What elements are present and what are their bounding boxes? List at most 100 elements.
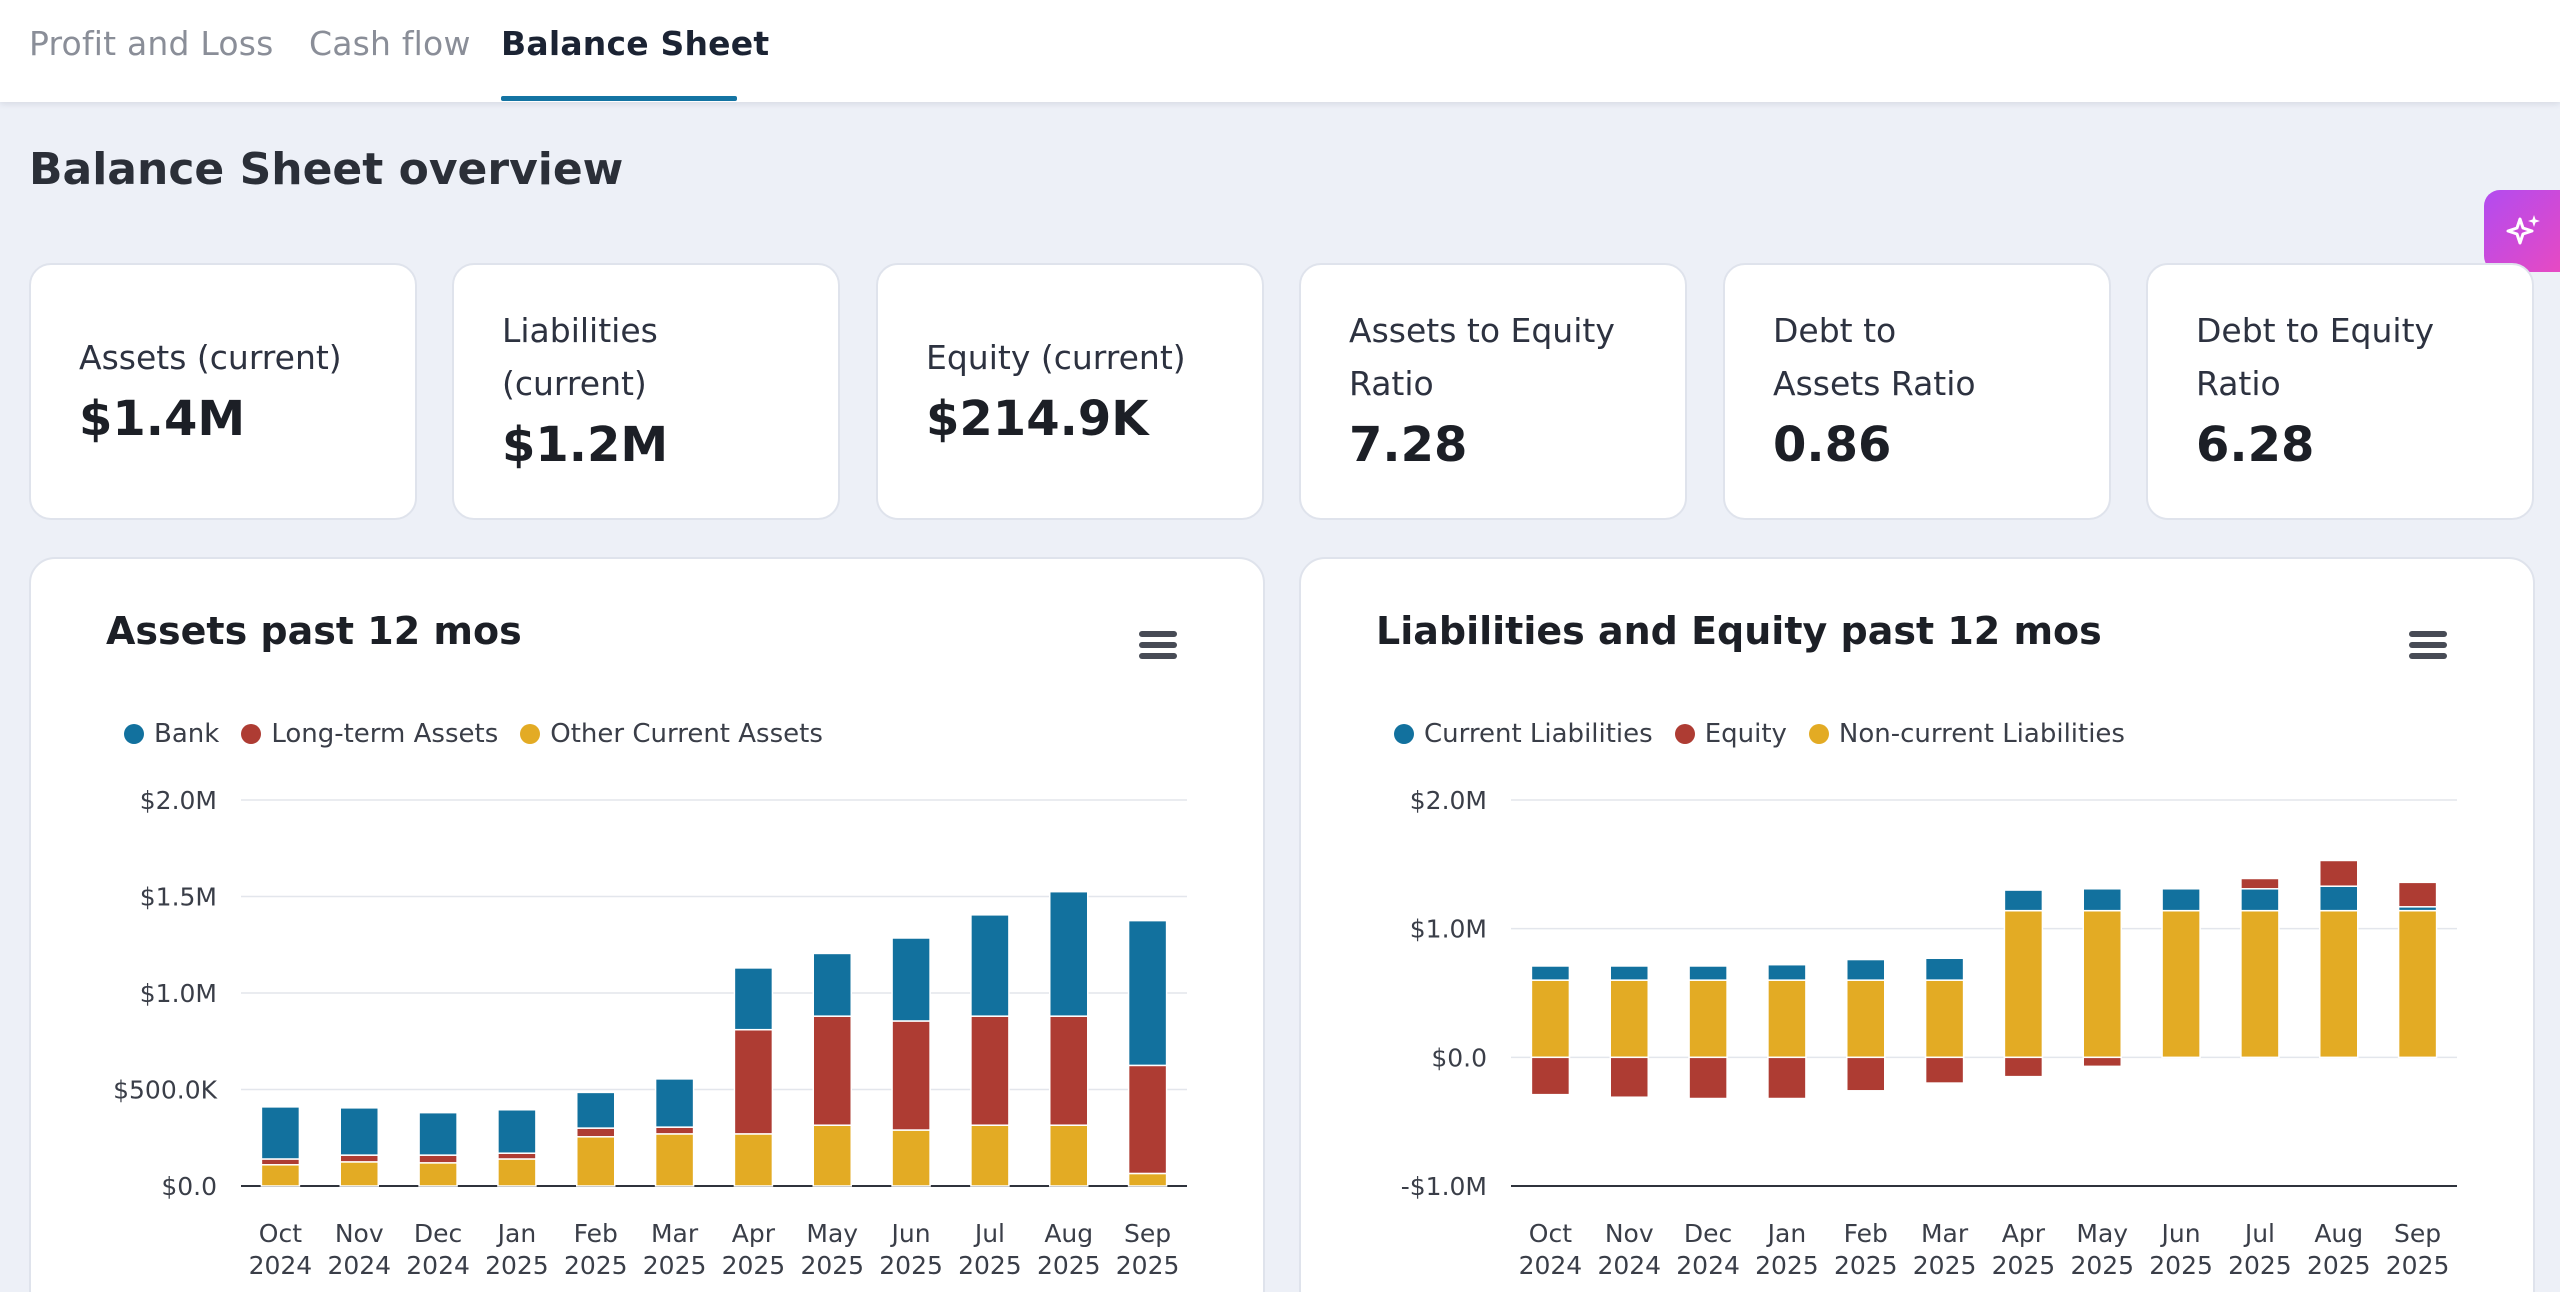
y-tick-label: $0.0: [1431, 1043, 1487, 1072]
kpi-value: 0.86: [1773, 417, 1892, 473]
bar-segment: [891, 1020, 931, 1131]
tab-profit-and-loss[interactable]: Profit and Loss: [29, 24, 274, 63]
y-tick-label: $2.0M: [140, 786, 217, 815]
y-tick-label: -$1.0M: [1401, 1172, 1487, 1201]
bar-segment: [1530, 979, 1571, 1059]
x-tick-month: Feb: [574, 1219, 618, 1248]
bar-segment: [2161, 909, 2201, 1059]
kpi-card-debt-to-assets: Debt to Assets Ratio 0.86: [1723, 263, 2111, 520]
kpi-value: $1.2M: [502, 417, 669, 473]
legend-item-current-liabilities[interactable]: Current Liabilities: [1394, 719, 1653, 749]
x-tick-year: 2025: [2386, 1251, 2450, 1280]
page-title: Balance Sheet overview: [29, 144, 624, 195]
bar-segment: [576, 1127, 616, 1138]
y-tick-label: $2.0M: [1410, 786, 1487, 815]
x-tick-year: 2025: [564, 1251, 628, 1280]
bar-segment: [339, 1161, 379, 1187]
bar-segment: [1049, 1124, 1089, 1187]
bar-segment: [812, 952, 852, 1017]
sparkle-icon: [2506, 215, 2540, 245]
bar-segment: [2240, 877, 2280, 890]
bar-segment: [497, 1152, 537, 1160]
x-tick-month: Oct: [259, 1219, 302, 1248]
y-tick-label: $1.0M: [140, 979, 217, 1008]
menu-icon[interactable]: [2409, 631, 2449, 663]
x-tick-month: Dec: [1684, 1219, 1732, 1248]
bar-segment: [260, 1106, 301, 1160]
y-tick-label: $1.0M: [1410, 915, 1487, 944]
bar-segment: [1688, 979, 1728, 1059]
x-tick-year: 2025: [2070, 1251, 2134, 1280]
legend-item-equity[interactable]: Equity: [1674, 719, 1787, 749]
bar-segment: [812, 1124, 852, 1187]
x-tick-month: Aug: [2314, 1219, 2363, 1248]
bar-segment: [339, 1107, 379, 1156]
bar-segment: [497, 1158, 537, 1187]
x-tick-month: Nov: [1605, 1219, 1654, 1248]
x-tick-year: 2025: [1116, 1251, 1180, 1280]
bar-segment: [2240, 909, 2280, 1059]
x-tick-month: Oct: [1529, 1219, 1572, 1248]
bar-segment: [891, 937, 931, 1022]
bar-segment: [1127, 1064, 1168, 1175]
kpi-card-liabilities: Liabilities (current) $1.2M: [452, 263, 840, 520]
y-tick-label: $0.0: [161, 1172, 217, 1201]
tab-balance-sheet[interactable]: Balance Sheet: [501, 24, 770, 63]
bar-segment: [1609, 979, 1649, 1059]
x-tick-year: 2024: [1676, 1251, 1740, 1280]
bar-segment: [1924, 1056, 1965, 1084]
menu-icon[interactable]: [1139, 631, 1179, 663]
bar-segment: [970, 1124, 1010, 1187]
legend-item-non-current-liabilities[interactable]: Non-current Liabilities: [1808, 719, 2125, 749]
bar-segment: [1688, 965, 1728, 981]
bar-segment: [1846, 979, 1886, 1059]
x-tick-month: Sep: [2394, 1219, 2441, 1248]
kpi-value: 6.28: [2196, 417, 2315, 473]
bar-segment: [2319, 859, 2359, 887]
bar-segment: [891, 1129, 931, 1187]
x-tick-year: 2025: [879, 1251, 943, 1280]
bar-segment: [733, 1133, 774, 1187]
x-tick-year: 2025: [1834, 1251, 1898, 1280]
x-tick-year: 2025: [1992, 1251, 2056, 1280]
bar-segment: [1609, 965, 1649, 981]
kpi-value: 7.28: [1349, 417, 1468, 473]
tab-cash-flow[interactable]: Cash flow: [309, 24, 471, 63]
x-tick-month: Jan: [496, 1219, 537, 1248]
kpi-label: Assets to Equity Ratio: [1349, 311, 1615, 403]
x-tick-month: Jul: [973, 1219, 1005, 1248]
liabilities-equity-bar-chart: -$1.0M $0.0 $1.0M $2.0M Oct 2024 Nov 2024 Dec 202…: [1401, 786, 2457, 1280]
assets-bar-chart: $0.0 $500.0K $1.0M $1.5M $2.0M Oct 2024 Nov 2024…: [113, 786, 1187, 1280]
bar-segment: [654, 1133, 695, 1187]
bar-segment: [2397, 909, 2438, 1059]
ai-assistant-button[interactable]: [2484, 190, 2560, 272]
y-tick-label: $500.0K: [113, 1076, 217, 1105]
kpi-card-assets: Assets (current) $1.4M: [29, 263, 417, 520]
legend-item-bank[interactable]: Bank: [124, 719, 219, 749]
x-tick-month: Apr: [2002, 1219, 2046, 1248]
bar-segment: [1846, 958, 1886, 981]
bar-segment: [260, 1158, 301, 1166]
x-tick-year: 2025: [958, 1251, 1022, 1280]
bar-segment: [1530, 965, 1571, 981]
assets-chart-card: Assets past 12 mos Bank Long-term Assets…: [29, 557, 1265, 1292]
bar-segment: [418, 1154, 458, 1164]
bar-segment: [2397, 881, 2438, 908]
legend-item-other-current-assets[interactable]: Other Current Assets: [520, 719, 823, 749]
x-tick-year: 2025: [643, 1251, 707, 1280]
y-tick-label: $1.5M: [140, 883, 217, 912]
kpi-card-assets-to-equity: Assets to Equity Ratio 7.28: [1299, 263, 1687, 520]
bar-segment: [1127, 919, 1168, 1067]
bar-segment: [2082, 888, 2122, 912]
bar-segment: [812, 1015, 852, 1126]
x-tick-year: 2024: [1519, 1251, 1583, 1280]
bar-segment: [1049, 890, 1089, 1017]
x-tick-year: 2025: [485, 1251, 549, 1280]
x-tick-month: Jan: [1766, 1219, 1807, 1248]
legend-item-long-term-assets[interactable]: Long-term Assets: [241, 719, 498, 749]
bar-segment: [2240, 888, 2280, 912]
x-tick-year: 2025: [2228, 1251, 2292, 1280]
kpi-label: Liabilities (current): [502, 311, 658, 403]
x-tick-year: 2025: [2307, 1251, 2371, 1280]
bar-segment: [1609, 1056, 1649, 1098]
